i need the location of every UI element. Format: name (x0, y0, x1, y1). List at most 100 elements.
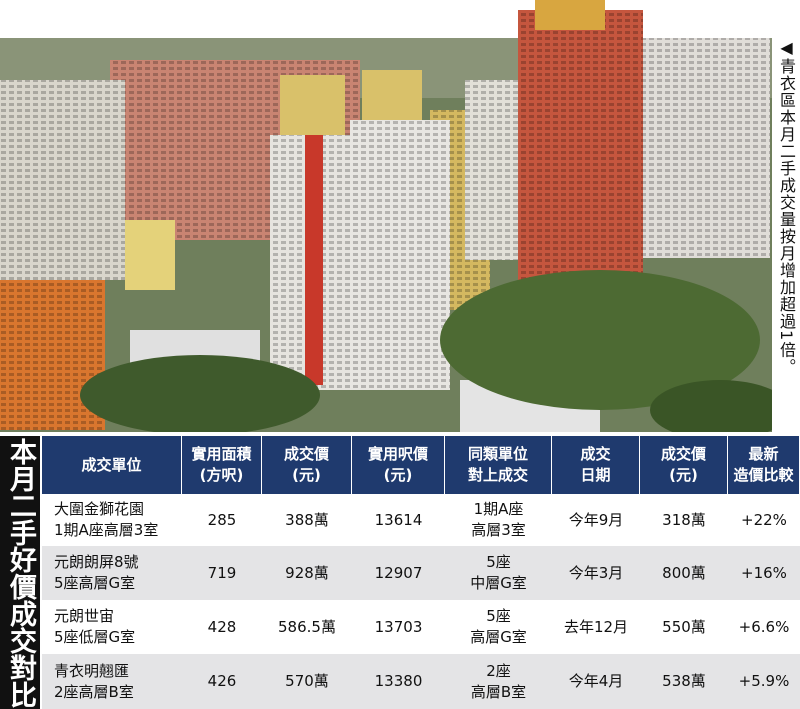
cell-text: 928萬 (285, 563, 329, 582)
side-title: 本月二手好價成交對比 (0, 436, 40, 709)
cell-text: 成交價 (283, 445, 329, 463)
cell-text: 今年3月 (568, 563, 624, 582)
cell-text: 318萬 (662, 510, 706, 529)
table-cell: 928萬 (262, 546, 352, 600)
cell-text: 2座高層B室 (54, 682, 134, 701)
cell-text: (元) (292, 466, 321, 484)
cell-text: 13380 (374, 672, 423, 690)
cell-text: 大圍金獅花園 (54, 500, 145, 518)
table-cell: 13614 (352, 494, 445, 546)
cell-text: 428 (207, 617, 237, 636)
header-cell: 成交單位 (42, 436, 182, 494)
cell-text: (元) (669, 466, 698, 484)
cell-text: 高層3室 (471, 521, 526, 539)
table-cell: 428 (182, 600, 262, 654)
cell-text: 1期A座高層3室 (54, 521, 159, 539)
header-cell: 成交價 (元) (262, 436, 352, 494)
table-cell: 570萬 (262, 654, 352, 709)
cell-text: 成交 (580, 445, 611, 463)
cell-text: 造價比較 (733, 466, 794, 484)
cell-text: 1期A座 (473, 500, 524, 518)
table-cell: 538萬 (640, 654, 728, 709)
table-cell: 719 (182, 546, 262, 600)
cell-text: 5座高層G室 (54, 574, 136, 592)
cell-text: 對上成交 (467, 466, 528, 484)
cell-text: 538萬 (662, 672, 706, 690)
table-cell: 13380 (352, 654, 445, 709)
cell-text: 最新 (748, 445, 779, 463)
cell-text: 日期 (580, 466, 611, 484)
cell-text: 高層B室 (470, 682, 527, 701)
table-cell: 318萬 (640, 494, 728, 546)
table-cell: 426 (182, 654, 262, 709)
table-cell: 今年4月 (552, 654, 640, 709)
cell-text: 實用呎價 (367, 445, 428, 463)
cell-text: (元) (383, 466, 413, 484)
table-cell: 5座高層G室 (445, 600, 552, 654)
cell-text: 13614 (374, 510, 423, 529)
cell-text: 元朗世宙 (54, 607, 115, 625)
cell-text: 285 (207, 510, 237, 529)
cell-text: 元朗朗屏8號 (54, 553, 139, 571)
cell-text: 2座 (486, 661, 511, 680)
header-cell: 同類單位 對上成交 (445, 436, 552, 494)
cell-text: 550萬 (662, 617, 706, 636)
cell-text: 388萬 (285, 510, 329, 529)
cell-text: (方呎) (199, 466, 244, 484)
table-cell: 青衣明翹匯 2座高層B室 (42, 654, 182, 709)
table-cell: 550萬 (640, 600, 728, 654)
cell-text: 去年12月 (563, 617, 629, 636)
table-cell: +22% (728, 494, 800, 546)
cell-text: +22% (741, 510, 787, 529)
cell-text: +6.6% (738, 617, 790, 636)
cell-text: 成交單位 (81, 455, 142, 474)
header-cell: 實用面積 (方呎) (182, 436, 262, 494)
cell-text: 5座 (486, 553, 511, 571)
table-cell: 去年12月 (552, 600, 640, 654)
table-cell: 2座高層B室 (445, 654, 552, 709)
table-cell: 13703 (352, 600, 445, 654)
cell-text: +16% (741, 563, 787, 582)
header-cell: 實用呎價 (元) (352, 436, 445, 494)
cell-text: 中層G室 (470, 574, 527, 592)
table-cell: 今年9月 (552, 494, 640, 546)
cell-text: 同類單位 (467, 445, 528, 463)
cell-text: 高層G室 (470, 628, 527, 646)
cell-text: 800萬 (662, 563, 706, 582)
table-cell: 元朗世宙 5座低層G室 (42, 600, 182, 654)
comparison-table: 成交單位 實用面積 (方呎) 成交價 (元) 實用呎價 (元) 同類單位 對上成交 成交 日期 成交價… (42, 436, 800, 709)
table-cell: 1期A座高層3室 (445, 494, 552, 546)
cell-text: 青衣明翹匯 (54, 661, 130, 680)
cell-text: 719 (207, 563, 237, 582)
table-cell: 586.5萬 (262, 600, 352, 654)
cell-text: +5.9% (738, 672, 790, 690)
table-cell: 大圍金獅花園 1期A座高層3室 (42, 494, 182, 546)
table-cell: 800萬 (640, 546, 728, 600)
table-cell: 285 (182, 494, 262, 546)
table-cell: 今年3月 (552, 546, 640, 600)
table-cell: +16% (728, 546, 800, 600)
table-cell: 5座中層G室 (445, 546, 552, 600)
header-cell: 最新 造價比較 (728, 436, 800, 494)
header-cell: 成交 日期 (552, 436, 640, 494)
cell-text: 570萬 (285, 672, 329, 690)
cell-text: 5座 (486, 607, 511, 625)
table-cell: 388萬 (262, 494, 352, 546)
cell-text: 586.5萬 (278, 617, 336, 636)
cell-text: 5座低層G室 (54, 628, 136, 646)
cell-text: 13703 (374, 617, 423, 636)
photo-caption: ◀青衣區本月二手成交量按月增加超過1倍。 (777, 38, 796, 376)
cell-text: 實用面積 (191, 445, 252, 463)
table-cell: 12907 (352, 546, 445, 600)
table-cell: +6.6% (728, 600, 800, 654)
cell-text: 今年4月 (568, 672, 624, 690)
table-cell: +5.9% (728, 654, 800, 709)
cell-text: 426 (207, 672, 237, 690)
cell-text: 今年9月 (568, 510, 624, 529)
photo (0, 0, 772, 432)
cell-text: 成交價 (660, 445, 706, 463)
table-cell: 元朗朗屏8號 5座高層G室 (42, 546, 182, 600)
cell-text: 12907 (374, 563, 423, 582)
header-cell: 成交價 (元) (640, 436, 728, 494)
